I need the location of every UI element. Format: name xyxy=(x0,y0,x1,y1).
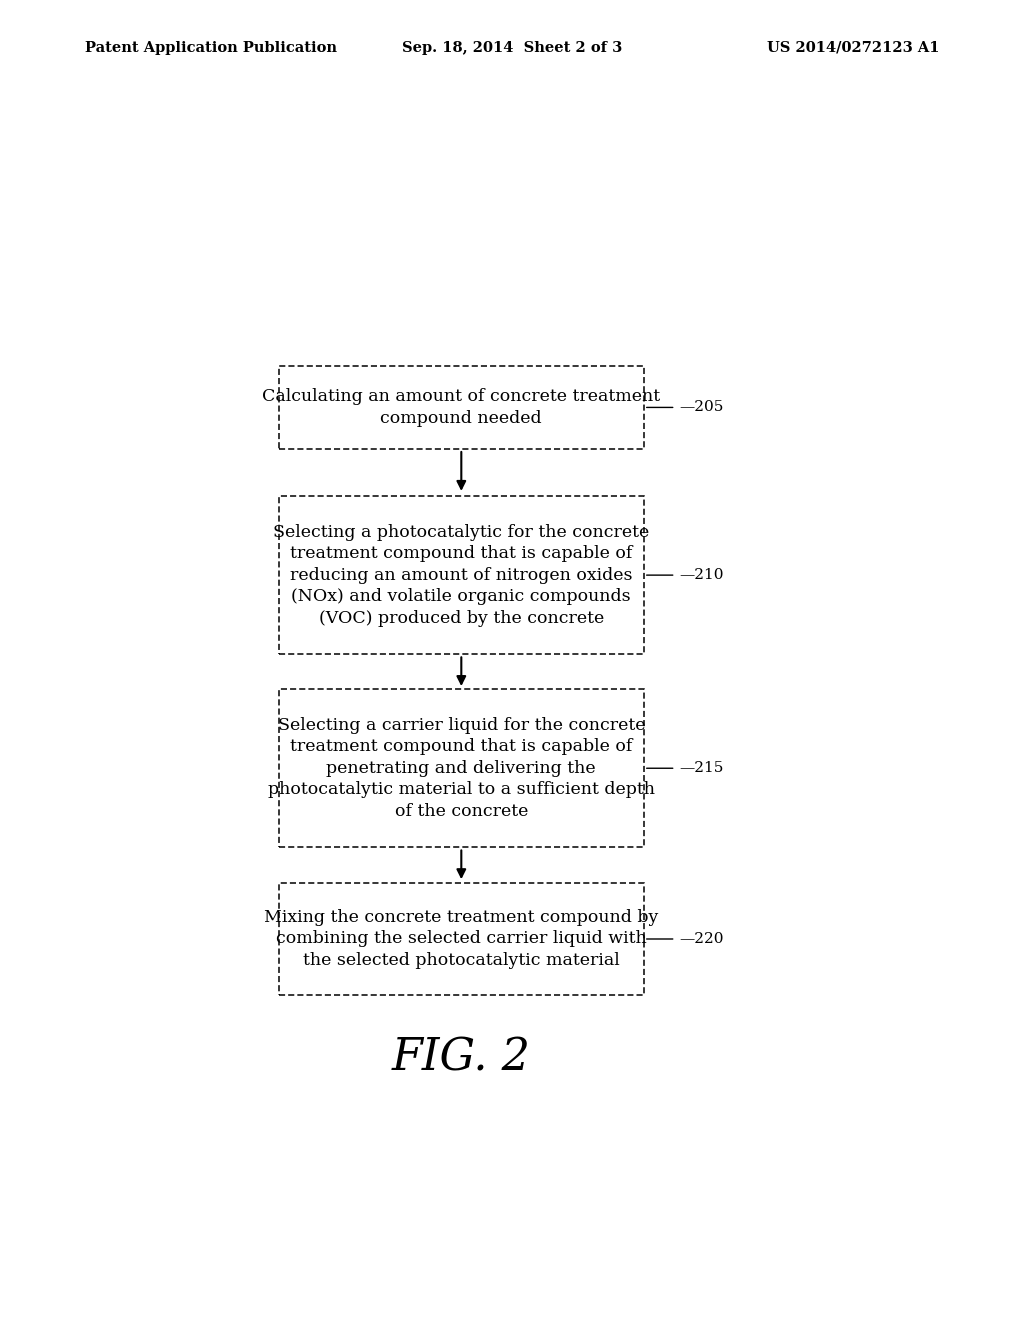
Bar xyxy=(279,496,644,653)
Text: —210: —210 xyxy=(680,568,724,582)
Text: FIG. 2: FIG. 2 xyxy=(392,1036,530,1080)
Text: Selecting a carrier liquid for the concrete
treatment compound that is capable o: Selecting a carrier liquid for the concr… xyxy=(268,717,654,820)
Text: Calculating an amount of concrete treatment
compound needed: Calculating an amount of concrete treatm… xyxy=(262,388,660,426)
Text: —215: —215 xyxy=(680,762,724,775)
Text: Patent Application Publication: Patent Application Publication xyxy=(85,41,337,54)
Text: Mixing the concrete treatment compound by
combining the selected carrier liquid : Mixing the concrete treatment compound b… xyxy=(264,909,658,969)
Bar xyxy=(279,689,644,847)
Text: Sep. 18, 2014  Sheet 2 of 3: Sep. 18, 2014 Sheet 2 of 3 xyxy=(401,41,623,54)
Text: —220: —220 xyxy=(680,932,724,946)
Text: —205: —205 xyxy=(680,400,724,414)
Text: Selecting a photocatalytic for the concrete
treatment compound that is capable o: Selecting a photocatalytic for the concr… xyxy=(273,524,649,627)
Bar xyxy=(279,883,644,995)
Bar xyxy=(279,366,644,449)
Text: US 2014/0272123 A1: US 2014/0272123 A1 xyxy=(767,41,939,54)
